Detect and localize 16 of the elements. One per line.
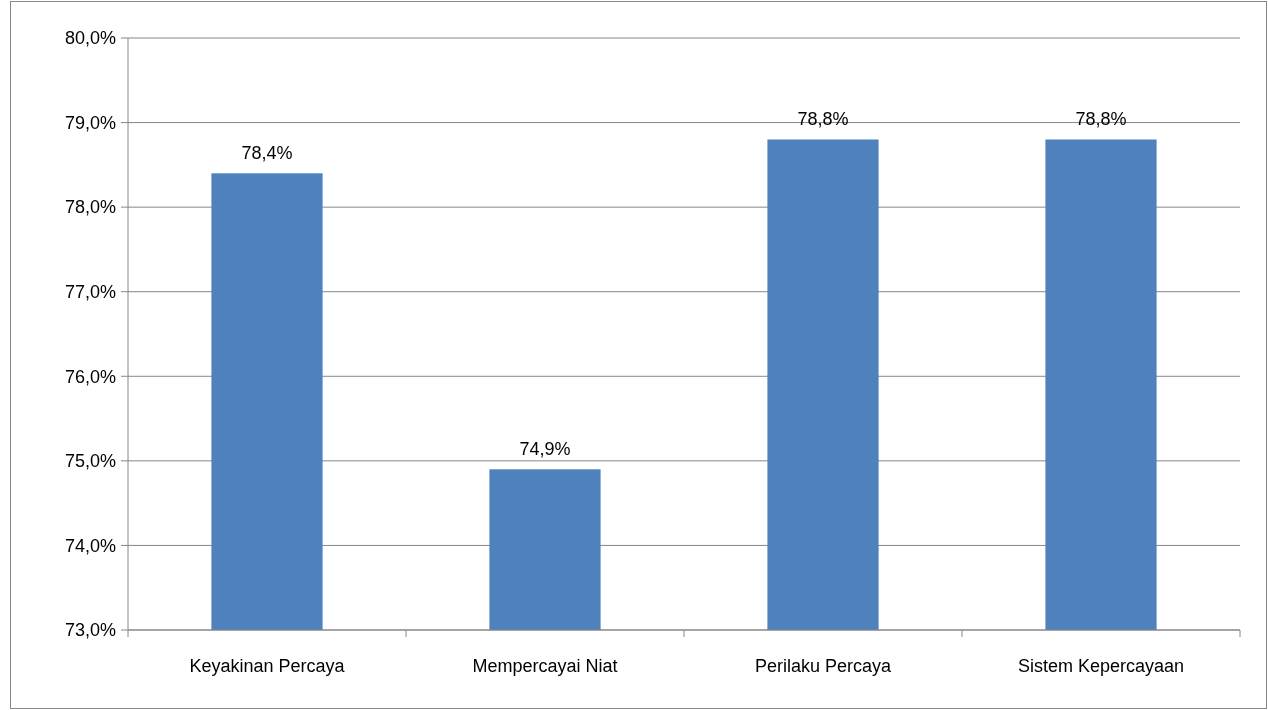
x-tick-label: Mempercayai Niat	[472, 656, 618, 676]
x-tick-label: Keyakinan Percaya	[189, 656, 346, 676]
y-tick-label: 79,0%	[64, 112, 116, 133]
y-tick-label: 73,0%	[64, 620, 116, 641]
x-tick-label: Perilaku Percaya	[754, 656, 893, 676]
y-tick-label: 80,0%	[64, 28, 116, 49]
y-tick-label: 77,0%	[64, 282, 116, 303]
data-label: 78,8%	[797, 109, 849, 130]
data-label: 78,4%	[241, 143, 293, 164]
data-label: 74,9%	[519, 439, 571, 460]
x-tick-label: Sistem Kepercayaan	[1017, 656, 1185, 676]
y-tick-label: 76,0%	[64, 366, 116, 387]
y-tick-label: 75,0%	[64, 451, 116, 472]
y-tick-label: 78,0%	[64, 197, 116, 218]
data-label: 78,8%	[1075, 109, 1127, 130]
y-tick-label: 74,0%	[64, 535, 116, 556]
